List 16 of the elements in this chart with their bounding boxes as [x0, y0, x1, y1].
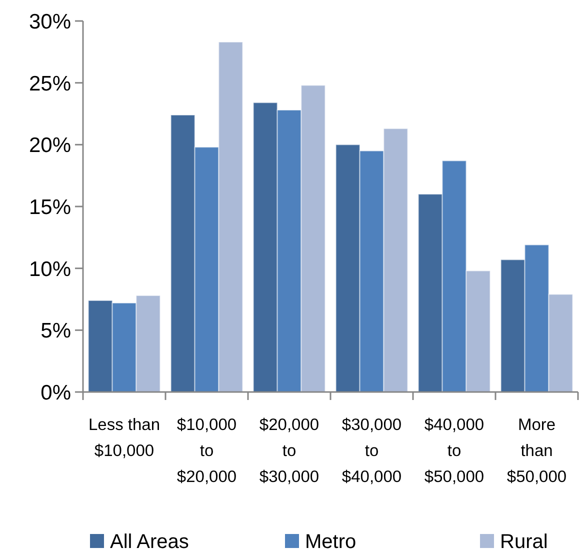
legend-label: Metro: [305, 531, 356, 554]
legend-label: Rural: [500, 531, 548, 554]
x-tick-label: $10,000 to $20,000: [176, 416, 237, 486]
y-tick-label: 10%: [28, 258, 71, 281]
y-tick-label: 0%: [40, 382, 71, 405]
y-tick-label: 25%: [28, 72, 71, 96]
x-tick-label: More than $50,000: [506, 416, 567, 486]
y-tick-label: 20%: [28, 134, 71, 158]
legend-label: All Areas: [110, 531, 189, 554]
x-tick-label: $20,000 to $30,000: [259, 416, 320, 486]
x-tick-label: $30,000 to $40,000: [342, 416, 402, 486]
y-tick-label: 5%: [40, 320, 71, 343]
x-tick-label: Less than $10,000: [88, 416, 160, 460]
y-tick-label: 30%: [28, 10, 71, 34]
x-tick-label: $40,000 to $50,000: [424, 416, 484, 486]
y-tick-label: 15%: [28, 196, 71, 220]
